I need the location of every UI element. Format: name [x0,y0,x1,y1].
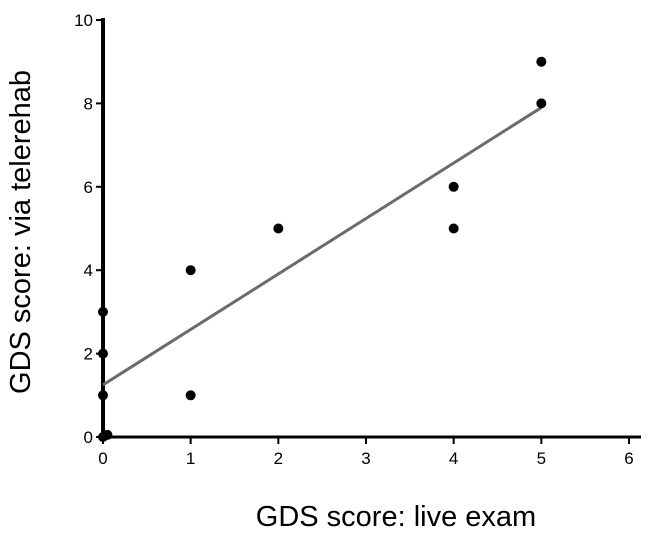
y-tick-label: 2 [84,345,93,364]
y-axis: 0 2 4 6 8 10 [74,11,105,447]
data-point [98,348,108,359]
x-tick-label: 1 [186,449,195,468]
y-tick-label: 0 [84,428,93,447]
data-point [273,223,284,234]
data-point [448,181,459,192]
data-point [185,265,196,276]
data-point [98,390,108,401]
x-tick-label: 4 [449,449,458,468]
y-tick-label: 10 [74,11,93,30]
trend-line [102,106,543,387]
y-tick-label: 4 [84,261,93,280]
regression-line [102,106,543,387]
y-tick-label: 8 [84,94,93,113]
data-point [536,56,547,67]
y-tick-label: 6 [84,178,93,197]
x-axis: 0 1 2 3 4 5 6 [98,435,641,468]
data-point [185,390,196,401]
x-tick-label: 6 [624,449,633,468]
x-tick-label: 0 [98,449,107,468]
x-tick-label: 2 [274,449,283,468]
data-point [102,429,113,440]
x-tick-label: 5 [537,449,546,468]
data-points [98,56,547,442]
data-point [448,223,459,234]
data-point [536,98,547,109]
x-tick-label: 3 [361,449,370,468]
data-point [98,306,108,317]
x-axis-title: GDS score: live exam [256,501,536,533]
y-axis-title: GDS score: via telerehab [5,70,37,394]
